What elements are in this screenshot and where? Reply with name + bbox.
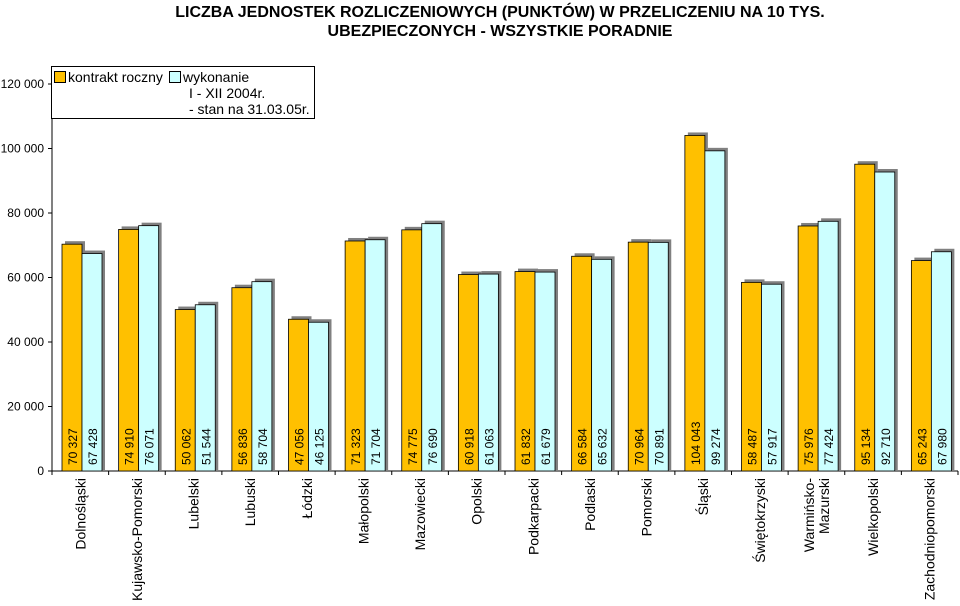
data-label: 95 134 xyxy=(859,428,873,465)
data-label: 74 775 xyxy=(406,428,420,465)
data-label: 99 274 xyxy=(709,428,723,465)
category-label: Kujawsko-Pomorski xyxy=(129,478,145,601)
category-label: Pomorski xyxy=(639,478,655,536)
data-label: 60 918 xyxy=(462,428,476,465)
bar-wykonanie xyxy=(647,241,669,472)
category-label: Podkarpacki xyxy=(525,478,541,555)
data-label: 47 056 xyxy=(293,428,307,465)
data-label: 65 632 xyxy=(596,428,610,465)
legend-label-wykonanie-line-1: wykonanie xyxy=(183,69,250,85)
data-label: 56 836 xyxy=(236,428,250,465)
data-label: 70 891 xyxy=(652,428,666,465)
chart-title-line-2: UBEZPIECZONYCH - WSZYSTKIE PORADNIE xyxy=(327,23,673,40)
data-label: 57 917 xyxy=(766,428,780,465)
category-label: Opolski xyxy=(469,478,485,525)
category-label: Wielkopolski xyxy=(865,478,881,556)
data-label: 104 043 xyxy=(689,421,703,465)
category-label: Mazurski xyxy=(816,478,832,534)
category-label: Świętokrzyski xyxy=(751,478,768,563)
bar-wykonanie xyxy=(251,281,273,472)
data-label: 74 910 xyxy=(123,428,137,465)
bar-kontrakt xyxy=(854,163,876,472)
bar-wykonanie xyxy=(138,225,160,472)
data-label: 66 584 xyxy=(576,428,590,465)
data-label: 51 544 xyxy=(199,428,213,465)
bar-wykonanie xyxy=(421,223,443,472)
data-label: 67 428 xyxy=(86,428,100,465)
category-label: Lubelski xyxy=(186,478,202,529)
bar-wykonanie xyxy=(817,220,839,472)
legend-label-wykonanie-line-2: I - XII 2004r. xyxy=(189,85,266,101)
legend-label-kontrakt: kontrakt roczny xyxy=(68,69,163,85)
data-label: 70 964 xyxy=(632,428,646,465)
y-tick-label: 120 000 xyxy=(1,77,45,91)
bar-wykonanie xyxy=(761,283,782,472)
data-label: 71 323 xyxy=(349,428,363,465)
bar-wykonanie xyxy=(534,271,556,472)
data-label: 71 704 xyxy=(369,428,383,465)
data-label: 75 976 xyxy=(802,428,816,465)
y-tick-label: 20 000 xyxy=(7,400,44,414)
data-label: 46 125 xyxy=(313,428,327,465)
category-label: Łódzki xyxy=(299,478,315,518)
bar-kontrakt xyxy=(684,135,706,472)
data-label: 61 679 xyxy=(539,428,553,465)
data-label: 77 424 xyxy=(822,428,836,465)
legend-swatch-kontrakt xyxy=(54,71,66,83)
bar-wykonanie xyxy=(364,239,386,472)
legend-swatch-wykonanie xyxy=(169,71,181,83)
bar-wykonanie xyxy=(591,258,613,472)
category-label: Mazowiecki xyxy=(412,478,428,550)
data-label: 58 704 xyxy=(256,428,270,465)
data-label: 58 487 xyxy=(746,428,760,465)
bar-wykonanie xyxy=(704,150,726,472)
y-tick-label: 100 000 xyxy=(1,142,45,156)
category-label: Podlaski xyxy=(582,478,598,531)
chart-title: LICZBA JEDNOSTEK ROZLICZENIOWYCH (PUNKTÓ… xyxy=(60,3,940,41)
y-tick-label: 80 000 xyxy=(7,206,44,220)
category-label: Zachodniopomorski xyxy=(922,478,938,600)
bar-wykonanie xyxy=(930,251,952,472)
data-label: 70 327 xyxy=(66,428,80,465)
category-label: Małopolski xyxy=(355,478,371,544)
category-label: Warmińsko- xyxy=(801,478,817,552)
legend-label-wykonanie: wykonanie I - XII 2004r. - stan na 31.03… xyxy=(183,69,310,117)
legend-label-wykonanie-line-3: - stan na 31.03.05r. xyxy=(189,101,310,117)
bar-wykonanie xyxy=(194,304,216,472)
category-label: Śląski xyxy=(694,478,711,515)
data-label: 61 832 xyxy=(519,428,533,465)
y-tick-label: 60 000 xyxy=(7,271,44,285)
data-label: 92 710 xyxy=(879,428,893,465)
bar-wykonanie xyxy=(874,171,896,472)
legend: kontrakt roczny wykonanie I - XII 2004r.… xyxy=(51,66,315,119)
bar-wykonanie xyxy=(308,321,329,472)
data-label: 65 243 xyxy=(915,428,929,465)
data-label: 76 690 xyxy=(426,428,440,465)
bar-wykonanie xyxy=(477,273,499,472)
data-label: 61 063 xyxy=(482,428,496,465)
data-label: 76 071 xyxy=(143,428,157,465)
data-label: 67 980 xyxy=(935,428,949,465)
category-label: Dolnośląski xyxy=(72,478,88,550)
y-tick-label: 0 xyxy=(37,464,44,478)
bar-wykonanie xyxy=(81,253,103,472)
category-label: Lubuski xyxy=(242,478,258,526)
y-tick-label: 40 000 xyxy=(7,335,44,349)
data-label: 50 062 xyxy=(179,428,193,465)
chart-title-line-1: LICZBA JEDNOSTEK ROZLICZENIOWYCH (PUNKTÓ… xyxy=(175,4,825,21)
